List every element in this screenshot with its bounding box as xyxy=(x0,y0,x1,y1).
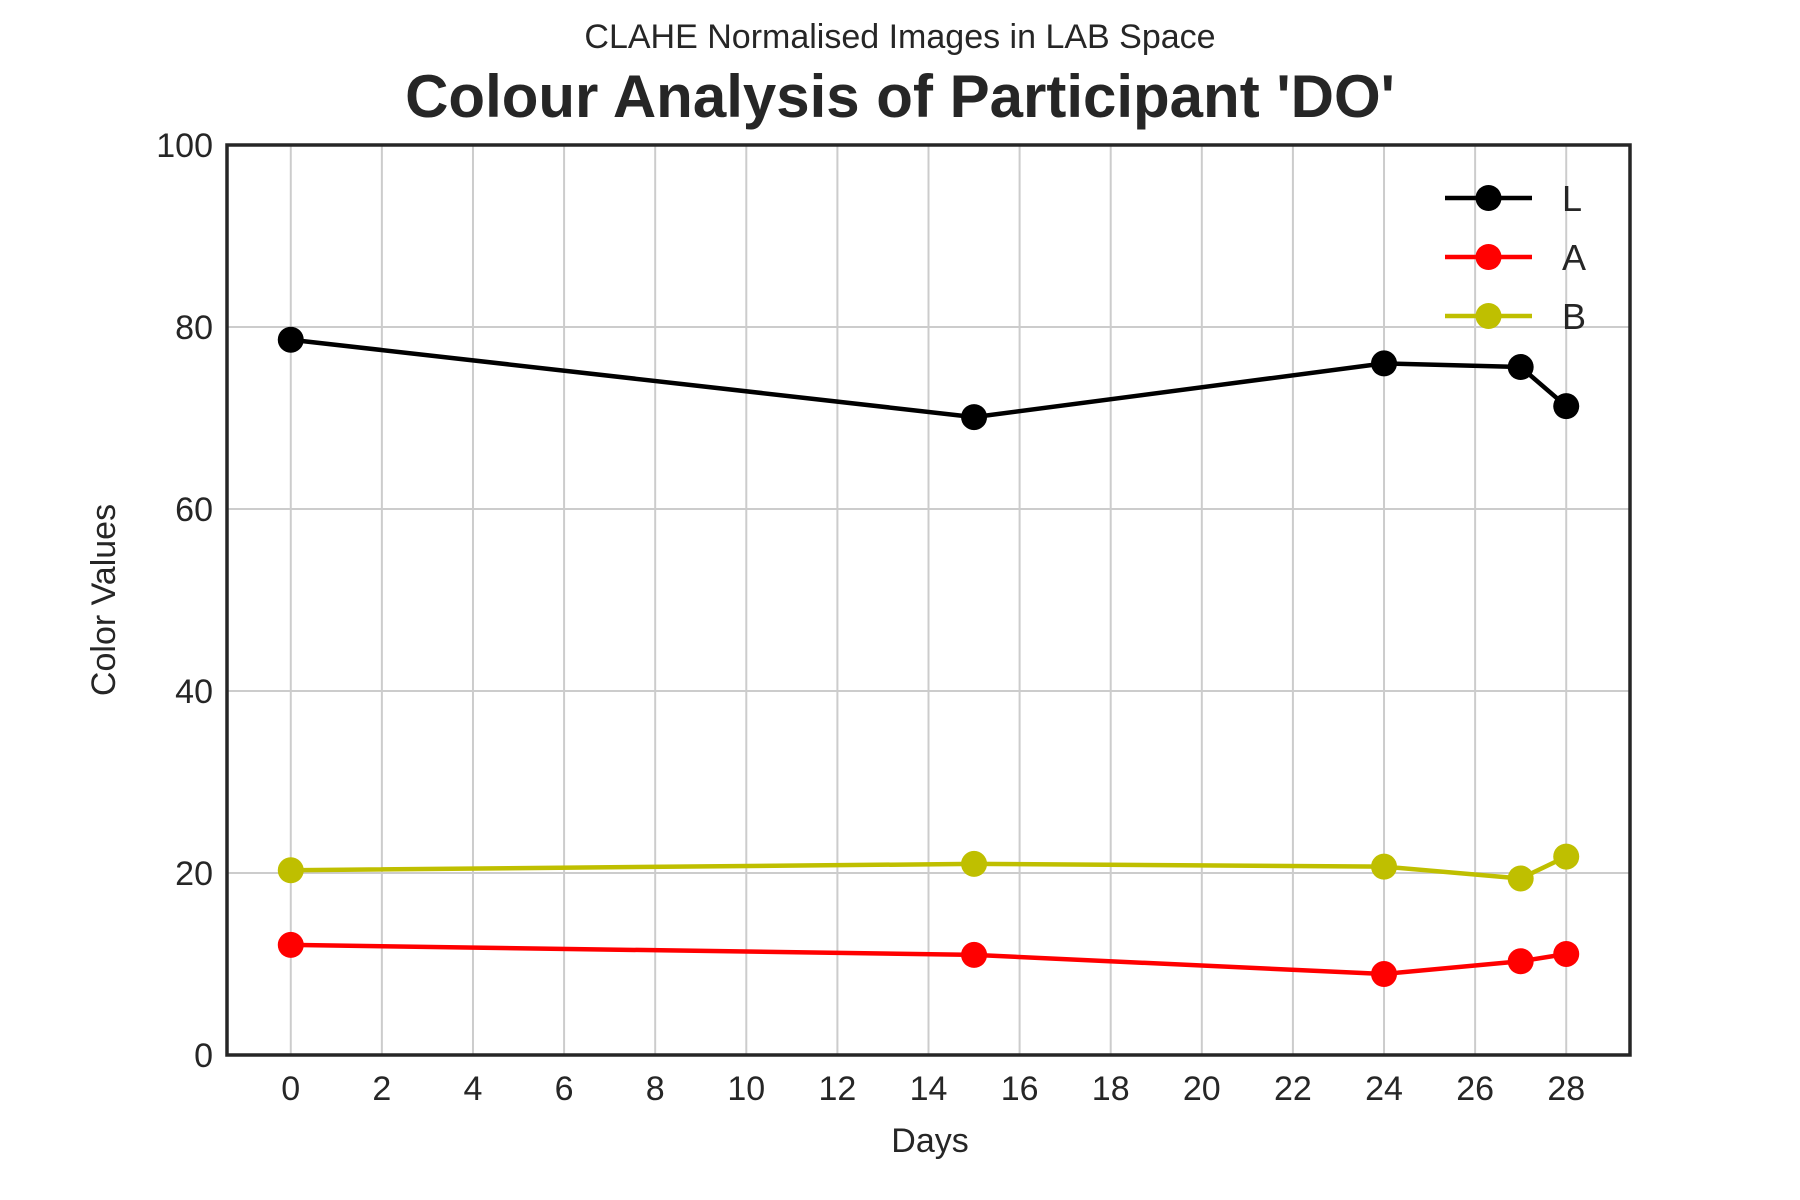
data-point-A xyxy=(1553,940,1580,967)
data-point-A xyxy=(1371,961,1398,988)
y-tick-label: 0 xyxy=(194,1037,213,1075)
x-axis-label: Days xyxy=(891,1122,968,1160)
y-tick-label: 100 xyxy=(156,127,213,165)
data-point-B xyxy=(277,857,304,884)
chart-title: Colour Analysis of Participant 'DO' xyxy=(405,63,1395,130)
data-point-B xyxy=(1371,853,1398,880)
legend-marker-B xyxy=(1475,303,1502,329)
data-point-B xyxy=(1553,843,1580,870)
x-tick-label: 26 xyxy=(1456,1070,1494,1108)
legend-marker-A xyxy=(1475,244,1502,270)
y-axis-label: Color Values xyxy=(85,504,123,696)
x-tick-label: 10 xyxy=(727,1070,765,1108)
x-tick-label: 28 xyxy=(1547,1070,1585,1108)
x-tick-label: 8 xyxy=(646,1070,665,1108)
data-point-L xyxy=(961,404,988,431)
data-point-B xyxy=(961,850,988,877)
plot-frame xyxy=(225,143,1632,1057)
data-point-L xyxy=(277,326,304,353)
data-point-A xyxy=(1507,948,1534,975)
x-tick-label: 12 xyxy=(818,1070,856,1108)
y-tick-label: 20 xyxy=(175,855,213,893)
x-tick-label: 18 xyxy=(1092,1070,1130,1108)
data-point-L xyxy=(1553,393,1580,420)
x-tick-label: 20 xyxy=(1183,1070,1221,1108)
data-point-L xyxy=(1507,354,1534,381)
chart-subtitle: CLAHE Normalised Images in LAB Space xyxy=(584,18,1216,56)
grid-layer xyxy=(227,144,1630,1056)
legend-label-L: L xyxy=(1562,178,1582,219)
legend-label-A: A xyxy=(1562,237,1586,278)
y-tick-label: 40 xyxy=(175,673,213,711)
y-tick-label: 80 xyxy=(175,309,213,347)
x-tick-label: 2 xyxy=(372,1070,391,1108)
x-tick-label: 16 xyxy=(1001,1070,1039,1108)
x-tick-label: 22 xyxy=(1274,1070,1312,1108)
x-tick-label: 24 xyxy=(1365,1070,1403,1108)
legend-marker-L xyxy=(1475,185,1502,211)
legend-label-B: B xyxy=(1562,296,1586,337)
x-tick-label: 14 xyxy=(910,1070,948,1108)
legend: LAB xyxy=(1445,178,1586,337)
data-point-A xyxy=(961,941,988,968)
series-layer xyxy=(277,326,1580,988)
y-tick-label: 60 xyxy=(175,491,213,529)
x-tick-label: 0 xyxy=(281,1070,300,1108)
x-tick-label: 6 xyxy=(555,1070,574,1108)
data-point-B xyxy=(1507,865,1534,892)
data-point-L xyxy=(1371,350,1398,377)
data-point-A xyxy=(277,931,304,958)
x-tick-label: 4 xyxy=(464,1070,483,1108)
